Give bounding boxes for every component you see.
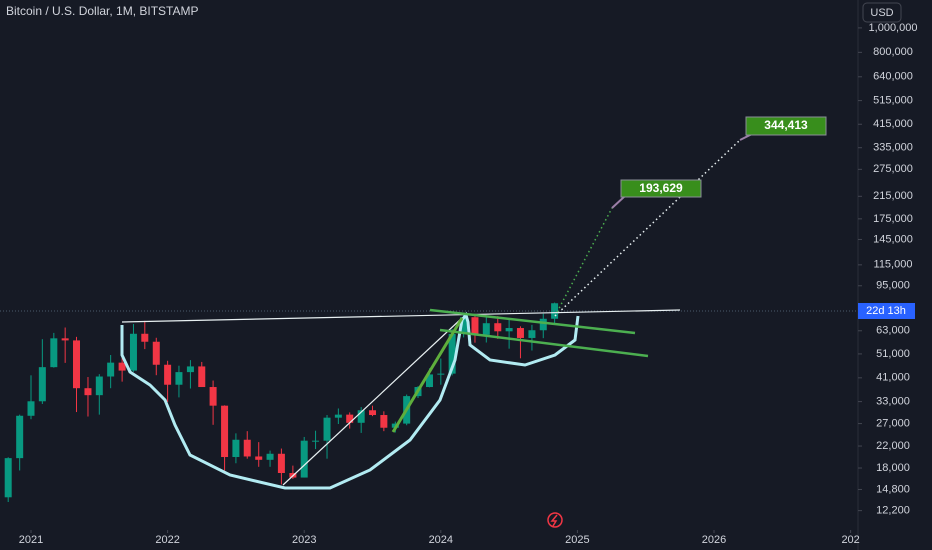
candle-body [357, 410, 365, 423]
candle-body [380, 415, 388, 428]
candle-body [84, 388, 92, 396]
candle-body [175, 372, 183, 385]
candle-body [255, 456, 263, 460]
countdown-box [858, 303, 915, 319]
currency[interactable]: USD [870, 7, 893, 19]
x-tick-label: 2026 [702, 534, 726, 546]
axes: 1,000,000 800,000 640,000 515,000 415,000 335… [19, 22, 918, 546]
x-tick-label: 2021 [19, 534, 43, 546]
drawings [0, 116, 858, 528]
candle-body [539, 318, 547, 331]
candle-body [494, 323, 502, 332]
candle-body [471, 317, 479, 335]
lightning-icon [547, 512, 563, 528]
label-box [620, 179, 702, 198]
channel-upper [429, 308, 636, 335]
y-tick-label: 95,000 [876, 280, 910, 292]
y-tick-label: 51,000 [876, 348, 910, 360]
y-tick-label: 145,000 [873, 233, 913, 245]
candle-body [221, 405, 229, 458]
y-tick-label: 175,000 [873, 213, 913, 225]
y-tick-label: 41,000 [876, 372, 910, 384]
candle-body [209, 387, 217, 406]
y-tick-label: 335,000 [873, 142, 913, 154]
resistance-line [121, 309, 681, 323]
candle-body [232, 439, 240, 458]
candle-body [50, 338, 58, 368]
candle-body [4, 458, 12, 498]
candle-body [164, 364, 172, 385]
x-tick-label: 202 [841, 534, 859, 546]
x-tick-label: 2025 [565, 534, 589, 546]
channel-lower [439, 328, 649, 358]
projection-2 [554, 139, 741, 317]
y-tick-label: 33,000 [876, 396, 910, 408]
candle-body [16, 415, 24, 459]
candle-body [369, 410, 377, 416]
candle-body [346, 414, 354, 423]
y-tick-label: 515,000 [873, 95, 913, 107]
y-tick-label: 14,800 [876, 483, 910, 495]
candle-body [72, 340, 80, 389]
y-tick-label: 800,000 [873, 46, 913, 58]
candle-body [118, 362, 126, 371]
candle-body [95, 376, 103, 396]
candle-body [482, 323, 490, 335]
candle-body [505, 328, 513, 332]
impulse-arrow [391, 317, 464, 433]
candle-body [460, 317, 468, 334]
candle-body [334, 414, 342, 418]
candle-body [312, 440, 320, 442]
candle-body [266, 453, 274, 460]
candle-body [516, 328, 524, 338]
y-tick-label: 12,200 [876, 505, 910, 517]
x-tick-label: 2022 [155, 534, 179, 546]
y-tick-label: 18,000 [876, 462, 910, 474]
plot-area [4, 302, 559, 502]
candle-body [152, 341, 160, 365]
candle-body [448, 333, 456, 374]
candle-body [61, 338, 69, 341]
cup-handle-curve [120, 311, 580, 490]
candle-body [551, 303, 559, 319]
currency-button[interactable] [862, 2, 902, 23]
candle-body [141, 333, 149, 342]
candle-body [528, 330, 536, 338]
y-tick-label: 27,000 [876, 418, 910, 430]
candle-body [437, 373, 445, 375]
y-tick-label: 63,000 [876, 325, 910, 337]
candle-body [186, 366, 194, 373]
countdown: 22d 13h [866, 305, 906, 317]
trend-line [282, 317, 463, 486]
candle-body [277, 453, 285, 473]
y-tick-label: 215,000 [873, 190, 913, 202]
candle-body [129, 333, 137, 371]
x-tick-label: 2023 [292, 534, 316, 546]
annotation: 344,413 [764, 118, 808, 132]
projection-1-tail [611, 195, 626, 209]
y-tick-label: 1,000,000 [869, 22, 918, 34]
lightning-bolt [550, 514, 558, 527]
candle-body [243, 439, 251, 457]
annotation: 193,629 [639, 181, 683, 195]
y-tick-label: 115,000 [874, 259, 913, 271]
candle-body [27, 401, 35, 416]
candle-body [425, 374, 433, 388]
candle-body [300, 440, 308, 478]
candle-body [38, 367, 46, 402]
x-tick-label: 2024 [429, 534, 453, 546]
y-tick-label: 275,000 [873, 163, 913, 175]
chart-title: Bitcoin / U.S. Dollar, 1M, BITSTAMP [6, 4, 199, 18]
candle-body [323, 417, 331, 441]
label-box [745, 116, 827, 136]
candle-body [198, 366, 206, 388]
y-tick-label: 640,000 [873, 71, 913, 83]
y-tick-label: 415,000 [873, 118, 913, 130]
y-tick-label: 22,000 [876, 440, 910, 452]
candle-body [107, 362, 115, 377]
